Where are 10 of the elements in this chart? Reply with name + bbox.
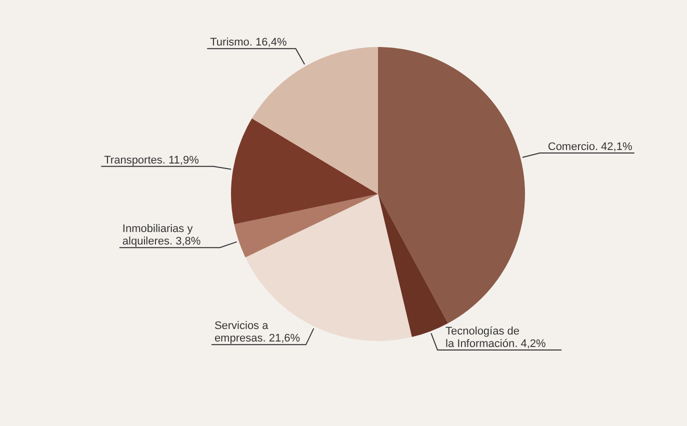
slice-label: Servicios a empresas. 21,6% (214, 320, 300, 345)
slice-label: Comercio. 42,1% (548, 140, 632, 153)
slice-label: Transportes. 11,9% (104, 154, 200, 166)
pie-slice (234, 194, 378, 258)
slice-label: Turismo. 16,4% (210, 36, 287, 49)
pie-slice (231, 118, 378, 224)
slice-label: Tecnologías de la Información. 4,2% (446, 326, 546, 350)
slice-label: Inmobiliarias y alquileres. 3,8% (122, 223, 201, 248)
pie-slice (252, 47, 378, 194)
pie-slice (378, 47, 525, 324)
